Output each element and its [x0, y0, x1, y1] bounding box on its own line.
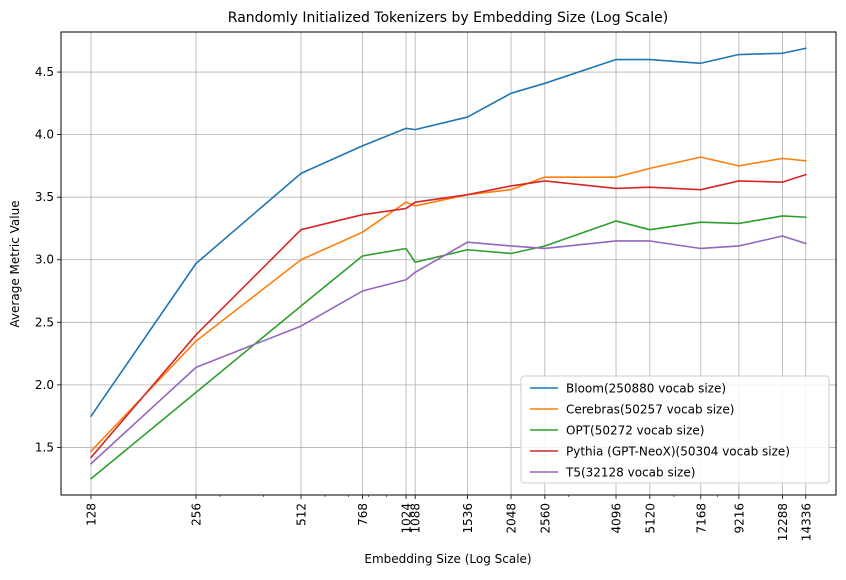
- x-tick-label: 5120: [643, 503, 657, 534]
- y-tick-label: 3.5: [35, 190, 54, 204]
- series-line: [89, 47, 807, 418]
- y-tick-label: 4.5: [35, 65, 54, 79]
- series-line: [89, 156, 807, 453]
- y-tick-label: 2.5: [35, 315, 54, 329]
- legend: Bloom(250880 vocab size) Cerebras(50257 v…: [520, 375, 830, 484]
- x-tick-label: 128: [85, 503, 99, 526]
- x-tick-label: 9216: [732, 503, 746, 534]
- y-tick-label: 3.0: [35, 253, 54, 267]
- x-tick-label: 768: [356, 503, 370, 526]
- legend-label: Bloom(250880 vocab size): [566, 382, 726, 396]
- x-tick-label: 14336: [799, 503, 813, 541]
- chart-title: Randomly Initialized Tokenizers by Embed…: [228, 10, 668, 26]
- x-tick-label: 1024: [400, 503, 414, 534]
- x-tick-label: 1088: [409, 503, 423, 534]
- series-line: [89, 235, 807, 465]
- y-tick-label: 1.5: [35, 440, 54, 454]
- y-axis-ticks: 1.5 2.0 2.5 3.0 3.5 4.0 4.5: [35, 65, 61, 454]
- x-axis-label: Embedding Size (Log Scale): [364, 552, 531, 566]
- x-tick-label: 2560: [538, 503, 552, 534]
- legend-label: T5(32128 vocab size): [565, 466, 695, 480]
- plot-frame: [60, 31, 837, 496]
- x-tick-label: 1536: [461, 503, 475, 534]
- x-tick-label: 2048: [505, 503, 519, 534]
- series-lines: [89, 47, 807, 480]
- y-tick-label: 2.0: [35, 378, 54, 392]
- x-tick-label: 4096: [610, 503, 624, 534]
- y-tick-label: 4.0: [35, 128, 54, 142]
- y-axis-label: Average Metric Value: [8, 200, 22, 327]
- legend-label: Cerebras(50257 vocab size): [566, 403, 734, 417]
- legend-box: [520, 375, 830, 484]
- legend-label: OPT(50272 vocab size): [566, 424, 704, 438]
- x-tick-label: 12288: [776, 503, 790, 541]
- x-tick-label: 7168: [694, 503, 708, 534]
- x-tick-label: 256: [190, 503, 204, 526]
- series-line: [89, 215, 807, 480]
- x-tick-label: 512: [295, 503, 309, 526]
- legend-label: Pythia (GPT-NeoX)(50304 vocab size): [566, 445, 790, 459]
- series-line: [89, 173, 807, 459]
